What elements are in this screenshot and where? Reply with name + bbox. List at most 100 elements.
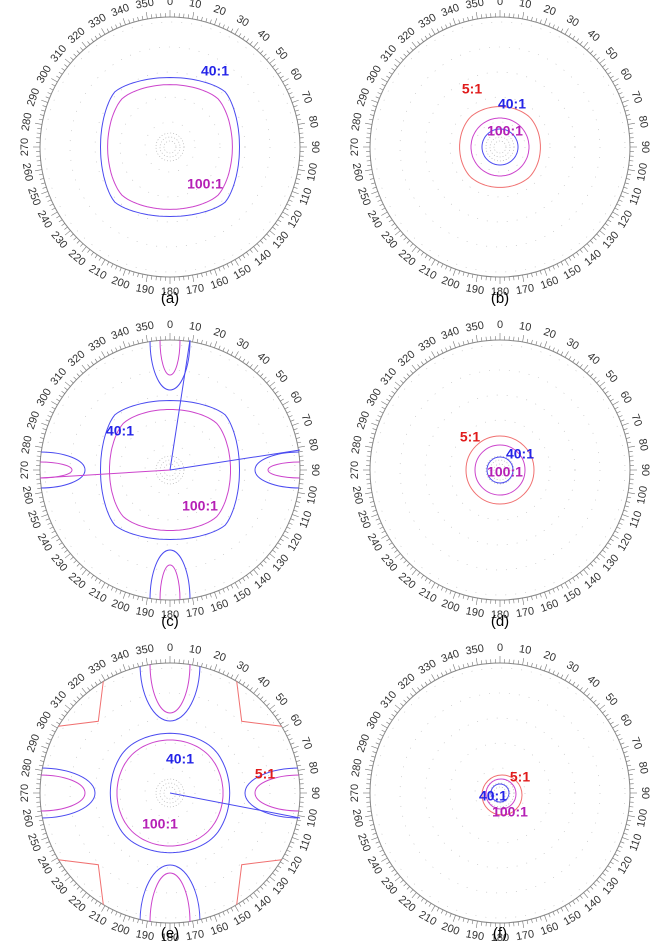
tick xyxy=(600,705,605,709)
angle-label: 100 xyxy=(305,162,320,182)
tick xyxy=(43,510,47,511)
tick xyxy=(629,774,633,775)
tick xyxy=(580,41,582,44)
grid-circle xyxy=(160,137,180,157)
tick xyxy=(206,341,207,345)
tick xyxy=(254,893,258,898)
tick xyxy=(395,382,400,386)
tick xyxy=(62,869,65,871)
angle-label: 280 xyxy=(20,112,35,132)
contour-label: 5:1 xyxy=(510,769,530,785)
tick xyxy=(610,862,613,864)
angle-label: 230 xyxy=(48,552,69,574)
tick xyxy=(41,183,45,184)
panel-caption: (d) xyxy=(491,613,509,630)
angle-label: 60 xyxy=(287,66,304,83)
tick xyxy=(82,570,86,575)
tick xyxy=(289,92,293,94)
tick xyxy=(294,752,298,753)
tick xyxy=(278,220,281,222)
tick xyxy=(569,257,571,260)
tick xyxy=(272,873,275,875)
tick xyxy=(257,890,260,893)
tick xyxy=(52,84,56,86)
tick xyxy=(463,918,464,922)
tick xyxy=(576,898,578,901)
tick xyxy=(597,380,600,383)
angle-label: 70 xyxy=(299,90,314,106)
angle-label: 100 xyxy=(305,485,320,505)
contour xyxy=(40,470,170,478)
angle-label: 250 xyxy=(355,509,373,530)
tick xyxy=(206,918,207,922)
tick xyxy=(561,352,563,356)
tick xyxy=(432,906,436,912)
angle-label: 270 xyxy=(349,138,361,156)
angle-label: 80 xyxy=(306,115,320,129)
tick xyxy=(626,438,630,439)
tick xyxy=(587,47,590,50)
contour-label: 40:1 xyxy=(506,446,534,462)
tick xyxy=(107,29,109,33)
tick xyxy=(450,268,451,272)
tick xyxy=(624,752,628,753)
tick xyxy=(481,276,482,280)
angle-label: 260 xyxy=(350,808,365,828)
tick xyxy=(231,585,233,589)
angle-label: 210 xyxy=(417,263,439,283)
tick xyxy=(392,714,395,716)
tick xyxy=(138,17,139,21)
angle-label: 10 xyxy=(188,0,202,11)
tick xyxy=(219,914,220,918)
tick xyxy=(523,275,524,282)
angle-label: 320 xyxy=(396,348,418,369)
tick xyxy=(557,673,559,677)
tick xyxy=(197,274,198,278)
tick xyxy=(621,743,625,744)
tick xyxy=(41,746,48,748)
tick xyxy=(605,68,608,70)
tick xyxy=(99,33,101,36)
angle-label: 270 xyxy=(19,138,31,156)
angle-label: 100 xyxy=(635,162,650,182)
tick xyxy=(625,756,629,757)
tick xyxy=(536,341,537,345)
tick xyxy=(610,399,613,401)
tick xyxy=(429,33,431,36)
tick xyxy=(386,539,389,541)
tick xyxy=(56,76,59,78)
tick xyxy=(201,273,202,277)
tick xyxy=(120,914,121,918)
tick xyxy=(102,28,106,34)
tick xyxy=(257,567,260,570)
tick xyxy=(295,506,299,507)
tick xyxy=(380,527,384,529)
angle-label: 290 xyxy=(355,410,373,431)
tick xyxy=(151,337,152,341)
tick xyxy=(292,423,299,425)
contour xyxy=(58,860,103,905)
angle-label: 310 xyxy=(48,689,69,711)
angle-label: 190 xyxy=(135,282,155,297)
angle-label: 350 xyxy=(135,0,155,12)
tick xyxy=(206,18,207,22)
angle-label: 330 xyxy=(417,658,439,678)
tick xyxy=(518,14,519,18)
tick xyxy=(64,711,67,713)
tick xyxy=(227,910,229,914)
tick xyxy=(615,531,619,533)
tick xyxy=(628,170,635,171)
tick xyxy=(453,664,455,671)
tick xyxy=(80,370,83,373)
tick xyxy=(476,12,477,19)
angle-label: 330 xyxy=(417,335,439,355)
tick xyxy=(400,880,403,883)
tick xyxy=(235,674,239,680)
tick xyxy=(481,14,482,18)
contour-label: 40:1 xyxy=(166,751,194,767)
tick xyxy=(373,106,377,107)
tick xyxy=(129,594,130,598)
tick xyxy=(214,664,216,671)
angle-label: 220 xyxy=(396,571,418,592)
tick xyxy=(463,18,464,22)
